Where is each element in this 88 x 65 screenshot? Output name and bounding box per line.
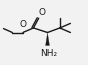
Text: O: O [39, 8, 46, 17]
Text: O: O [19, 20, 26, 29]
Text: NH₂: NH₂ [40, 49, 57, 58]
Polygon shape [46, 33, 49, 45]
